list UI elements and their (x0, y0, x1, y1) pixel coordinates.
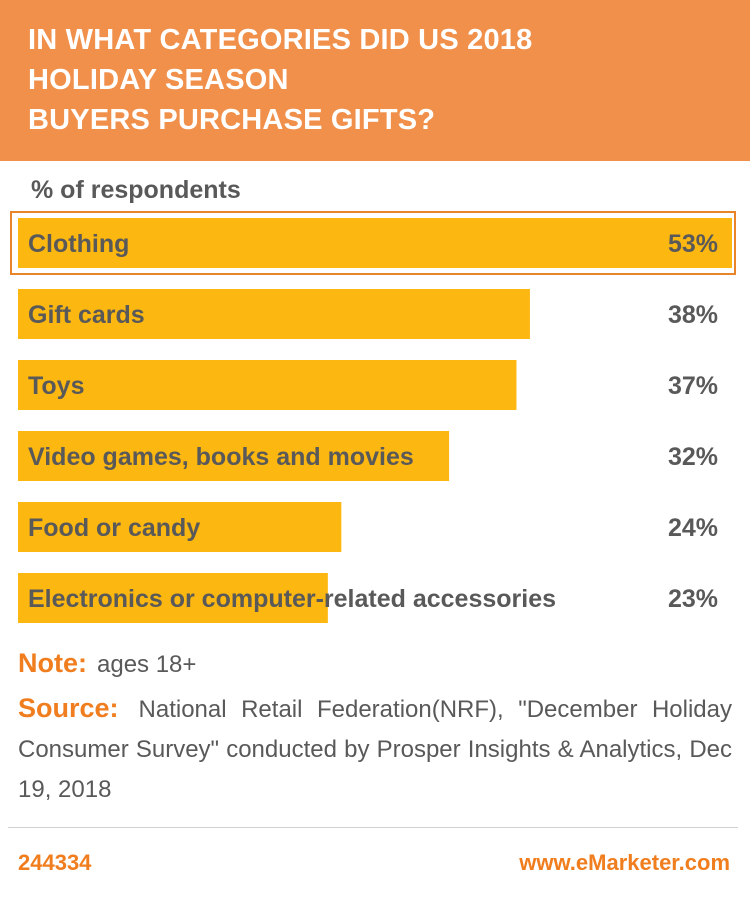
chart-header: IN WHAT CATEGORIES DID US 2018 HOLIDAY S… (0, 0, 750, 161)
bar (18, 431, 450, 481)
data-label: 38% (668, 301, 718, 329)
data-label: 53% (668, 230, 718, 258)
bar (18, 573, 328, 623)
chart-source: Source: National Retail Federation(NRF), … (18, 688, 732, 810)
category-label: Electronics or computer-related accessor… (28, 585, 556, 613)
chart-title-line-3: BUYERS PURCHASE GIFTS? (28, 104, 436, 136)
chart-note: Note: ages 18+ (18, 648, 196, 679)
bar (18, 289, 530, 339)
category-label: Gift cards (28, 301, 145, 329)
category-label: Food or candy (28, 514, 200, 542)
chart-title-line-2: HOLIDAY SEASON (28, 64, 289, 96)
note-label: Note: (18, 648, 87, 678)
bar (18, 218, 732, 268)
emarketer-link[interactable]: www.eMarketer.com (519, 850, 730, 875)
note-text: ages 18+ (97, 651, 197, 678)
bar-chart: Clothing 53% Gift cards 38% Toys 37% Video gam… (10, 211, 736, 623)
category-label: Video games, books and movies (28, 443, 414, 471)
data-label: 37% (668, 372, 718, 400)
chart-title-line-1: IN WHAT CATEGORIES DID US 2018 (28, 24, 533, 56)
bar (18, 360, 517, 410)
data-label: 23% (668, 585, 718, 613)
chart-subtitle: % of respondents (31, 176, 241, 204)
bar (18, 502, 342, 552)
source-text: National Retail Federation(NRF), "Decemb… (18, 696, 732, 803)
data-label: 24% (668, 514, 718, 542)
category-label: Toys (28, 372, 85, 400)
chart-id: 244334 (18, 850, 92, 875)
footer-divider (8, 827, 738, 828)
highlight-frame (10, 211, 736, 275)
source-label: Source: (18, 693, 119, 723)
data-label: 32% (668, 443, 718, 471)
category-label: Clothing (28, 230, 129, 258)
